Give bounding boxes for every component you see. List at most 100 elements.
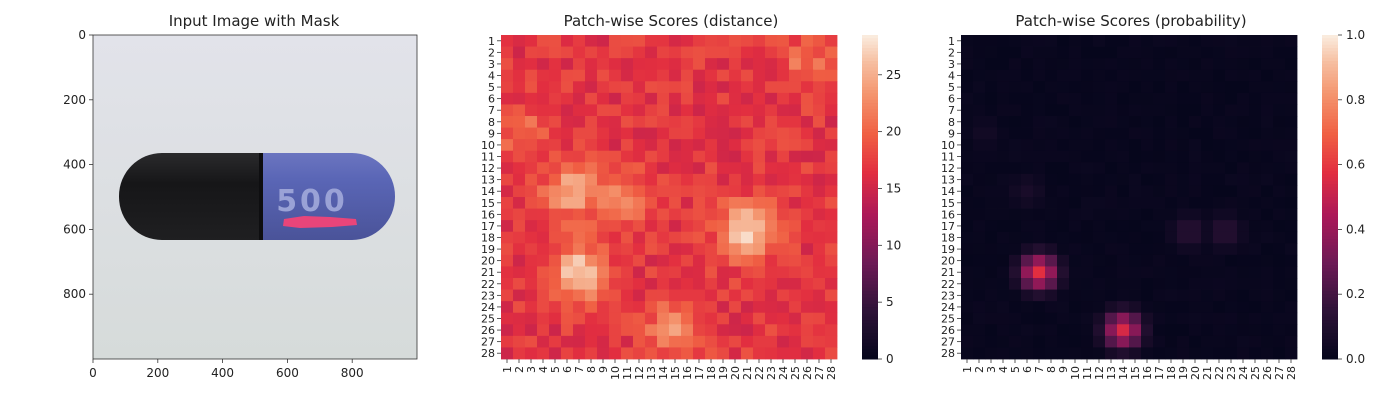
x-tick-label: 10 xyxy=(609,366,622,380)
heatmap-cell xyxy=(1213,150,1226,163)
heatmap-cell xyxy=(1249,81,1262,94)
x-tick-label: 13 xyxy=(645,366,658,380)
colorbar-segment xyxy=(1322,70,1338,75)
colorbar-segment xyxy=(1322,174,1338,179)
panel-probability: Patch-wise Scores (probability) 12345678… xyxy=(941,12,1365,380)
colorbar-segment xyxy=(862,235,878,240)
heatmap-cell xyxy=(801,278,814,290)
heatmap-cell xyxy=(645,127,658,140)
heatmap-cell xyxy=(1009,173,1022,186)
colorbar-segment xyxy=(1322,148,1338,153)
heatmap-cell xyxy=(729,35,742,47)
y-tick-label: 7 xyxy=(948,104,955,117)
heatmap-cell xyxy=(1201,208,1214,221)
heatmap-cell xyxy=(765,243,778,256)
heatmap-cell xyxy=(1261,301,1274,314)
heatmap-cell xyxy=(825,220,838,233)
heatmap-cell xyxy=(1057,208,1070,221)
heatmap-cell xyxy=(1093,254,1106,267)
heatmap-cell xyxy=(997,324,1010,337)
heatmap-cell xyxy=(1033,35,1046,47)
heatmap-cell xyxy=(1129,335,1142,348)
heatmap-cell xyxy=(1237,254,1250,267)
y-tick-label: 14 xyxy=(481,185,495,198)
heatmap-cell xyxy=(1009,335,1022,348)
heatmap-cell xyxy=(813,231,826,244)
colorbar-segment xyxy=(1322,310,1338,315)
heatmap-cell xyxy=(1165,139,1178,152)
heatmap-cell xyxy=(765,278,778,290)
heatmap-cell xyxy=(985,69,998,82)
heatmap-cell xyxy=(1273,81,1286,94)
heatmap-cell xyxy=(597,324,610,337)
heatmap-cell xyxy=(1117,266,1130,279)
heatmap-cell xyxy=(693,58,706,71)
heatmap-cell xyxy=(693,35,706,47)
heatmap-cell xyxy=(1141,231,1154,244)
heatmap-cell xyxy=(789,266,802,279)
heatmap-cell xyxy=(1249,92,1262,105)
colorbar-segment xyxy=(862,161,878,166)
heatmap-cell xyxy=(1285,139,1298,152)
y-tick-label: 25 xyxy=(941,313,955,326)
x-tick-label: 9 xyxy=(597,366,610,373)
heatmap-cell xyxy=(585,335,598,348)
colorbar-segment xyxy=(1322,86,1338,91)
colorbar-segment xyxy=(862,135,878,140)
heatmap-cell xyxy=(609,162,622,175)
heatmap-cell xyxy=(1069,35,1082,47)
heatmap-cell xyxy=(549,150,562,163)
heatmap-cell xyxy=(1153,324,1166,337)
heatmap-cell xyxy=(1009,324,1022,337)
heatmap-cell xyxy=(1285,185,1298,198)
x-tick-label: 16 xyxy=(681,366,694,380)
heatmap-cell xyxy=(1201,81,1214,94)
heatmap-cell xyxy=(753,104,766,117)
heatmap-cell xyxy=(1129,220,1142,233)
heatmap-cell xyxy=(1009,69,1022,82)
heatmap-cell xyxy=(1045,289,1058,302)
colorbar-segment xyxy=(862,99,878,104)
heatmap-cell xyxy=(537,197,550,209)
heatmap-cell xyxy=(1285,289,1298,302)
heatmap-cell xyxy=(525,197,538,209)
heatmap-cell xyxy=(1273,278,1286,290)
colorbar-segment xyxy=(862,313,878,318)
heatmap-cell xyxy=(753,139,766,152)
heatmap-cell xyxy=(801,69,814,82)
heatmap-cell xyxy=(1189,92,1202,105)
heatmap-cell xyxy=(1165,150,1178,163)
heatmap-cell xyxy=(1189,104,1202,117)
heatmap-cell xyxy=(1213,231,1226,244)
heatmap-cell xyxy=(777,335,790,348)
heatmap-cell xyxy=(973,347,986,360)
x-tick-label: 9 xyxy=(1057,366,1070,373)
colorbar-segment xyxy=(862,154,878,159)
heatmap-cell xyxy=(1141,220,1154,233)
heatmap-cell xyxy=(549,347,562,360)
y-tick-label: 12 xyxy=(481,162,495,175)
heatmap-cell xyxy=(741,312,754,325)
heatmap-cell xyxy=(657,347,670,360)
heatmap-cell xyxy=(777,185,790,198)
heatmap-cell xyxy=(1081,127,1094,140)
heatmap-cell xyxy=(705,278,718,290)
heatmap-cell xyxy=(501,92,514,105)
heatmap-cell xyxy=(549,266,562,279)
heatmap-cell xyxy=(1177,185,1190,198)
heatmap-cell xyxy=(633,335,646,348)
heatmap-cell xyxy=(1225,220,1238,233)
heatmap-cell xyxy=(1213,139,1226,152)
heatmap-cell xyxy=(597,81,610,94)
heatmap-cell xyxy=(1033,266,1046,279)
heatmap-cell xyxy=(633,254,646,267)
heatmap-cell xyxy=(997,243,1010,256)
heatmap-cell xyxy=(501,116,514,128)
heatmap-cell xyxy=(753,46,766,59)
x-tick-label: 13 xyxy=(1105,366,1118,380)
heatmap-cell xyxy=(789,58,802,71)
heatmap-cell xyxy=(1213,46,1226,59)
heatmap-cell xyxy=(1213,81,1226,94)
y-tick-label: 5 xyxy=(948,81,955,94)
heatmap-cell xyxy=(1033,301,1046,314)
